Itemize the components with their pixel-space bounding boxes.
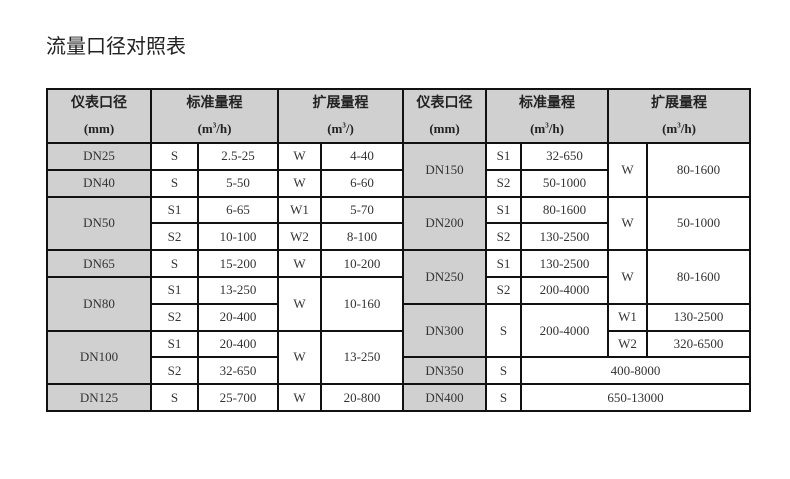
table-row: DN125 S 25-700 W 20-800 DN400 S 650-1300…: [46, 383, 751, 412]
table-row: S2 10-100 W2 8-100 S2 130-2500: [47, 222, 750, 252]
std-range: 650-13000: [520, 383, 751, 412]
ext-code: W: [607, 249, 648, 305]
std-code: S1: [150, 275, 199, 305]
ext-range: 10-200: [320, 249, 404, 278]
std-range: 5-50: [197, 168, 279, 198]
std-code: S1: [150, 329, 199, 359]
std-code: S: [150, 249, 199, 278]
std-code: S2: [485, 275, 522, 305]
ext-code: W2: [277, 222, 322, 252]
ext-range: 13-250: [320, 329, 404, 386]
std-code: S1: [150, 195, 199, 225]
ext-code: W: [277, 168, 322, 198]
std-range: 50-1000: [520, 168, 609, 198]
ext-code: W: [277, 383, 322, 412]
table-row: DN50 S1 6-65 W1 5-70 DN200 S1 80-1600 W …: [46, 195, 751, 252]
std-code: S2: [485, 168, 522, 198]
header-extended-range: 扩展量程 (m3/h): [607, 88, 751, 144]
std-code: S: [150, 142, 199, 171]
ext-range: 320-6500: [646, 329, 751, 359]
std-range: 200-4000: [520, 275, 609, 305]
ext-code: W1: [277, 195, 322, 225]
caliber-cell: DN65: [46, 249, 152, 278]
header-extended-range: 扩展量程 (m3/): [277, 88, 404, 144]
ext-code: W1: [607, 302, 648, 332]
std-range: 200-4000: [520, 302, 609, 359]
std-code: S: [485, 356, 522, 386]
caliber-cell: DN350: [402, 356, 487, 386]
std-range: 2.5-25: [197, 142, 279, 171]
caliber-cell: DN25: [46, 142, 152, 171]
ext-code: W: [277, 142, 322, 171]
caliber-cell: DN50: [46, 195, 152, 252]
std-code: S2: [150, 222, 199, 252]
ext-code: W2: [607, 329, 648, 359]
table-row: DN25 S 2.5-25 W 4-40 DN150 S1 32-650 W 8…: [46, 142, 751, 198]
flow-caliber-table: 仪表口径 (mm) 标准量程 (m3/h) 扩展量程 (m3/) 仪表口径 (mm) 标…: [46, 88, 751, 412]
std-range: 25-700: [197, 383, 279, 412]
header-caliber: 仪表口径 (mm): [46, 88, 152, 144]
std-range: 400-8000: [520, 356, 751, 386]
std-range: 130-2500: [520, 222, 609, 252]
table-row: S2 32-650 DN350 S 400-8000: [47, 356, 751, 386]
ext-range: 6-60: [320, 168, 404, 198]
std-code: S2: [150, 302, 199, 332]
ext-range: 20-800: [320, 383, 404, 412]
std-code: S1: [485, 249, 522, 278]
std-code: S: [150, 168, 199, 198]
ext-range: 5-70: [320, 195, 404, 225]
std-code: S2: [150, 356, 199, 386]
ext-code: W: [277, 249, 322, 278]
header-caliber: 仪表口径 (mm): [402, 88, 487, 144]
header-standard-range: 标准量程 (m3/h): [485, 88, 609, 144]
caliber-cell: DN150: [402, 142, 487, 198]
table-row: DN40 S 5-50 W 6-60 S2 50-1000: [46, 168, 750, 198]
table-row: S2 20-400 DN300 S 200-4000 W1 130-2500: [47, 302, 751, 359]
std-range: 13-250: [197, 275, 279, 305]
ext-code: W: [607, 142, 648, 198]
caliber-cell: DN300: [402, 302, 487, 359]
caliber-cell: DN125: [46, 383, 152, 412]
caliber-cell: DN250: [402, 249, 487, 305]
table-row: DN100 S1 20-400 W 13-250 W2 320-6500: [46, 329, 751, 386]
ext-range: 10-160: [320, 275, 404, 332]
ext-range: 130-2500: [646, 302, 751, 332]
table-row: DN80 S1 13-250 W 10-160 S2 200-4000: [46, 275, 750, 332]
std-code: S: [150, 383, 199, 412]
std-range: 130-2500: [520, 249, 609, 278]
table-row: DN65 S 15-200 W 10-200 DN250 S1 130-2500…: [46, 249, 751, 305]
std-range: 20-400: [197, 302, 279, 332]
ext-range: 80-1600: [646, 142, 751, 198]
ext-code: W: [607, 195, 648, 252]
std-range: 20-400: [197, 329, 279, 359]
std-code: S: [485, 302, 522, 359]
header-standard-range: 标准量程 (m3/h): [150, 88, 279, 144]
caliber-cell: DN100: [46, 329, 152, 386]
std-range: 10-100: [197, 222, 279, 252]
std-range: 6-65: [197, 195, 279, 225]
std-range: 32-650: [197, 356, 279, 386]
std-range: 15-200: [197, 249, 279, 278]
caliber-cell: DN400: [402, 383, 487, 412]
std-range: 32-650: [520, 142, 609, 171]
std-code: S1: [485, 142, 522, 171]
std-range: 80-1600: [520, 195, 609, 225]
ext-code: W: [277, 329, 322, 386]
ext-code: W: [277, 275, 322, 332]
header-row: 仪表口径 (mm) 标准量程 (m3/h) 扩展量程 (m3/) 仪表口径 (mm) 标…: [46, 88, 751, 144]
caliber-cell: DN200: [402, 195, 487, 252]
page-title: 流量口径对照表: [46, 34, 186, 58]
std-code: S2: [485, 222, 522, 252]
ext-range: 50-1000: [646, 195, 751, 252]
ext-range: 8-100: [320, 222, 404, 252]
std-code: S: [485, 383, 522, 412]
ext-range: 4-40: [320, 142, 404, 171]
std-code: S1: [485, 195, 522, 225]
ext-range: 80-1600: [646, 249, 751, 305]
caliber-cell: DN80: [46, 275, 152, 332]
caliber-cell: DN40: [46, 168, 152, 198]
